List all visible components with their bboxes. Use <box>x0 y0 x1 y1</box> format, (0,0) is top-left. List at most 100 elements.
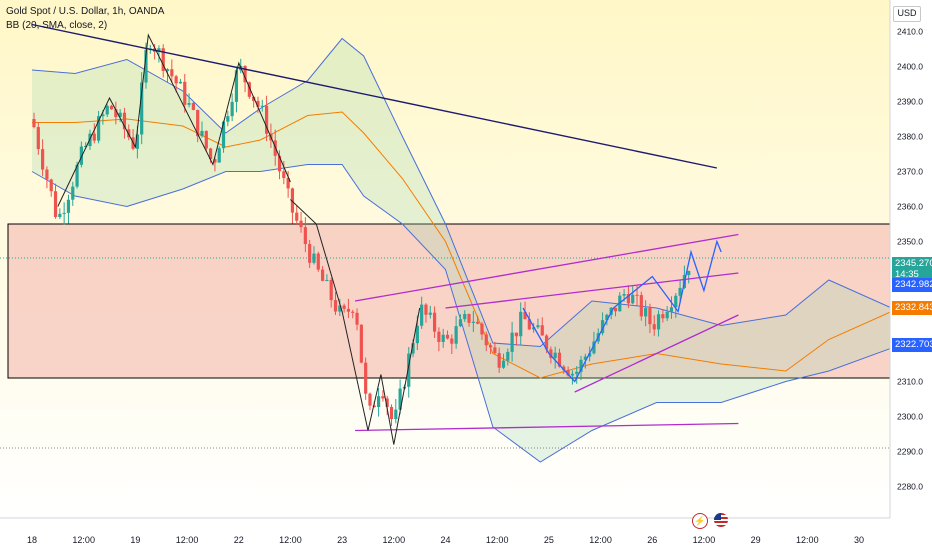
candle-body <box>523 311 527 320</box>
drawing-channel-top <box>354 233 739 302</box>
candle-body <box>299 220 303 228</box>
candle-body <box>441 334 445 342</box>
x-tick-label: 12:00 <box>693 535 716 545</box>
candle-body <box>200 130 204 137</box>
candle-body <box>346 308 351 312</box>
candle-body <box>252 96 256 101</box>
candle-body <box>471 321 475 323</box>
drawing-rising-line <box>574 314 739 393</box>
candle-body <box>588 353 592 357</box>
candle-body <box>230 101 234 117</box>
bb-basis-tag: 2332.843 <box>892 301 932 315</box>
candle-body <box>351 311 355 313</box>
candle-body <box>53 191 58 218</box>
y-tick-label: 2310.0 <box>897 377 923 387</box>
candle-body <box>510 332 514 352</box>
candle-body <box>532 327 536 330</box>
candle-body <box>338 305 342 312</box>
candle-body <box>208 148 213 160</box>
candle-body <box>450 338 454 344</box>
drawing-trendline <box>31 23 718 169</box>
candle-body <box>674 295 678 308</box>
candle-body <box>196 109 200 137</box>
candle-body <box>45 169 49 180</box>
x-tick-label: 12:00 <box>383 535 406 545</box>
x-tick-label: 24 <box>440 535 450 545</box>
candle-body <box>415 325 419 344</box>
candle-body <box>101 114 105 117</box>
projection-path <box>522 239 722 383</box>
candle-body <box>437 331 441 342</box>
candle-body <box>501 360 506 368</box>
candle-body <box>549 349 553 358</box>
candle-body <box>458 319 463 327</box>
y-tick-label: 2360.0 <box>897 202 923 212</box>
candle-body <box>41 149 45 170</box>
candle-body <box>161 48 165 71</box>
candle-body <box>424 304 428 315</box>
x-tick-label: 12:00 <box>589 535 612 545</box>
candle-body <box>600 320 605 334</box>
candle-body <box>445 334 450 339</box>
candle-body <box>583 356 587 360</box>
candle-body <box>669 307 674 312</box>
candle-body <box>652 324 656 330</box>
candle-body <box>213 159 217 163</box>
candle-body <box>622 294 626 296</box>
current-price-tag: 2345.270 14:35 <box>892 257 932 281</box>
candle-body <box>71 186 75 200</box>
bb-basis-line <box>32 111 916 379</box>
candle-body <box>144 49 148 83</box>
candle-body <box>204 130 208 149</box>
lightning-event-icon[interactable]: ⚡ <box>692 513 708 529</box>
y-tick-label: 2300.0 <box>897 412 923 422</box>
drawing-channel-mid <box>445 272 739 309</box>
candle-body <box>260 105 264 107</box>
candle-body <box>264 105 269 134</box>
candle-body <box>536 325 540 328</box>
candle-body <box>140 82 144 135</box>
candle-body <box>372 405 376 408</box>
x-tick-label: 18 <box>27 535 37 545</box>
candle-body <box>84 145 88 147</box>
currency-label[interactable]: USD <box>893 6 921 22</box>
candle-body <box>635 294 639 296</box>
candle-body <box>282 171 286 179</box>
bb-lower-tag: 2322.703 <box>892 338 932 352</box>
bollinger-legend[interactable]: BB (20, SMA, close, 2) <box>6 20 108 31</box>
candle-body <box>320 269 325 281</box>
candle-body <box>178 81 183 84</box>
candle-body <box>557 352 562 367</box>
candle-body <box>497 353 501 368</box>
candle-body <box>342 305 346 309</box>
candle-body <box>454 326 458 344</box>
x-tick-label: 12:00 <box>72 535 95 545</box>
x-tick-label: 29 <box>751 535 761 545</box>
candle-body <box>519 311 523 337</box>
candle-body <box>49 179 53 192</box>
candle-body <box>165 69 170 71</box>
y-tick-label: 2280.0 <box>897 482 923 492</box>
candle-body <box>480 323 484 335</box>
candle-body <box>226 116 230 122</box>
candle-body <box>394 409 398 420</box>
candle-body <box>432 312 437 332</box>
y-tick-label: 2350.0 <box>897 237 923 247</box>
candle-body <box>308 244 312 263</box>
candle-body <box>570 373 575 376</box>
candle-body <box>631 294 635 304</box>
candle-body <box>368 393 372 406</box>
us-flag-event-icon[interactable] <box>714 513 728 527</box>
bb-fill <box>32 38 915 462</box>
candle-body <box>118 112 122 118</box>
candle-body <box>506 351 510 361</box>
candle-body <box>105 105 109 115</box>
candle-body <box>389 406 394 420</box>
candle-body <box>157 48 161 52</box>
candle-body <box>92 133 96 141</box>
candle-body <box>656 314 661 330</box>
x-tick-label: 12:00 <box>486 535 509 545</box>
chart-legend-title[interactable]: Gold Spot / U.S. Dollar, 1h, OANDA <box>6 6 165 17</box>
candle-body <box>661 314 665 319</box>
